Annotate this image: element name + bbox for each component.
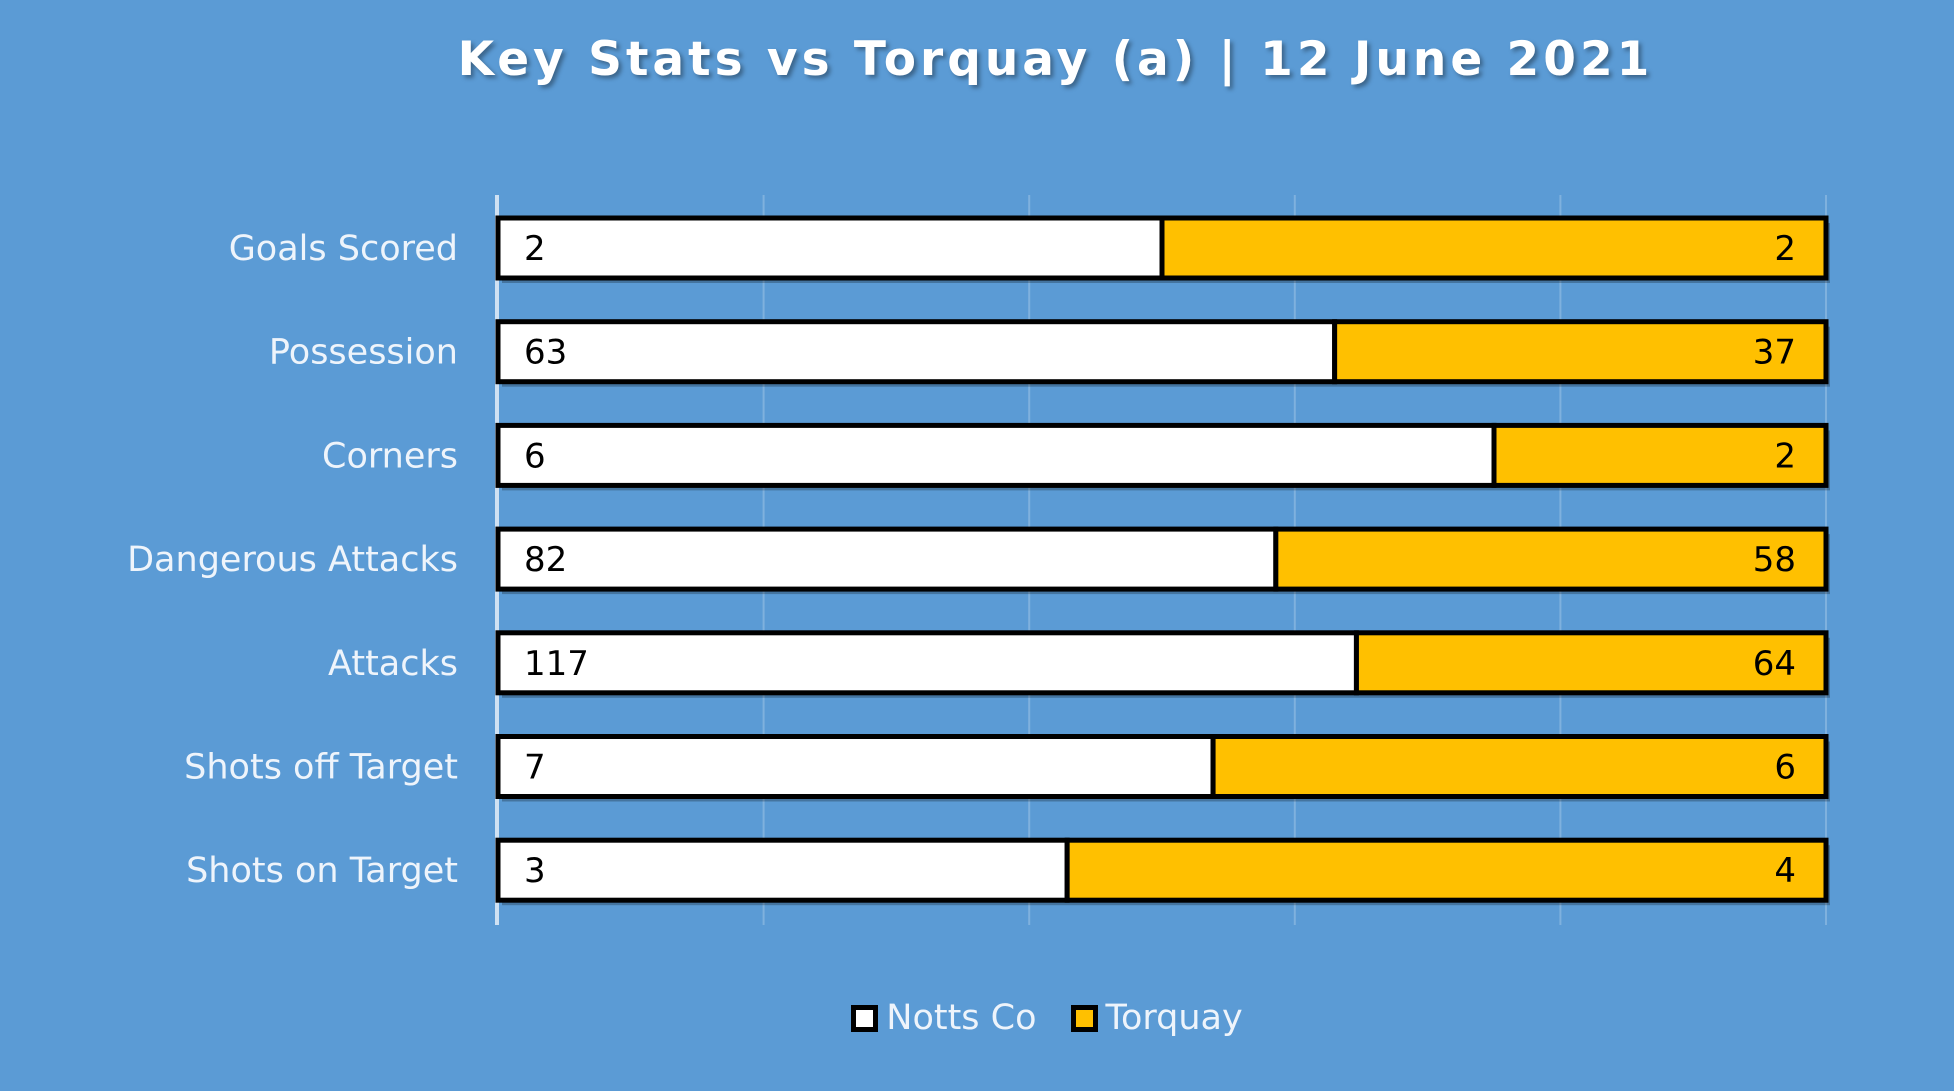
legend-item-torquay: Torquay <box>1070 998 1243 1038</box>
category-label-corners: Corners <box>322 436 458 476</box>
bar-torquay-dangerous-attacks <box>1273 526 1829 592</box>
bar-notts-co-possession <box>495 319 1338 385</box>
value-label-notts-co-dangerous-attacks: 82 <box>524 540 567 580</box>
legend-label-notts-co: Notts Co <box>886 998 1037 1038</box>
legend-item-notts-co: Notts Co <box>851 998 1037 1038</box>
value-label-torquay-corners: 2 <box>1774 436 1796 476</box>
category-label-attacks: Attacks <box>328 644 458 684</box>
value-label-torquay-attacks: 64 <box>1753 644 1796 684</box>
category-label-shots-off-target: Shots off Target <box>184 748 458 788</box>
value-label-notts-co-corners: 6 <box>524 436 546 476</box>
chart-title: Key Stats vs Torquay (a) | 12 June 2021 <box>457 32 1654 87</box>
value-label-notts-co-goals-scored: 2 <box>524 229 546 269</box>
category-label-shots-on-target: Shots on Target <box>186 851 458 891</box>
value-label-torquay-possession: 37 <box>1753 333 1796 373</box>
category-label-possession: Possession <box>269 333 458 373</box>
value-label-notts-co-attacks: 117 <box>524 644 589 684</box>
category-label-dangerous-attacks: Dangerous Attacks <box>127 540 458 580</box>
value-label-notts-co-possession: 63 <box>524 333 567 373</box>
legend-swatch-notts-co <box>851 1004 879 1032</box>
bar-torquay-possession <box>1332 319 1829 385</box>
bar-notts-co-attacks <box>495 630 1359 696</box>
bar-torquay-corners <box>1491 422 1829 488</box>
value-label-notts-co-shots-on-target: 3 <box>524 851 546 891</box>
bar-notts-co-dangerous-attacks <box>495 526 1279 592</box>
category-label-goals-scored: Goals Scored <box>229 229 458 269</box>
bar-torquay-shots-off-target <box>1210 734 1829 799</box>
bars <box>495 215 1830 906</box>
legend: Notts Co Torquay <box>70 998 1954 1038</box>
value-label-torquay-shots-on-target: 4 <box>1774 851 1796 891</box>
value-label-torquay-goals-scored: 2 <box>1774 229 1796 269</box>
category-labels: Goals Scored Possession Corners Dangerous A… <box>127 229 458 891</box>
legend-label-torquay: Torquay <box>1105 998 1243 1038</box>
value-label-torquay-shots-off-target: 6 <box>1774 748 1796 788</box>
bar-torquay-goals-scored <box>1159 215 1829 281</box>
value-label-torquay-dangerous-attacks: 58 <box>1753 540 1796 580</box>
bar-torquay-attacks <box>1353 630 1829 696</box>
bar-torquay-shots-on-target <box>1064 837 1829 903</box>
legend-swatch-torquay <box>1070 1004 1098 1032</box>
bar-notts-co-goals-scored <box>495 215 1165 281</box>
bar-notts-co-corners <box>495 422 1497 488</box>
bar-notts-co-shots-on-target <box>495 837 1070 903</box>
bar-notts-co-shots-off-target <box>495 734 1216 799</box>
value-label-notts-co-shots-off-target: 7 <box>524 748 546 788</box>
